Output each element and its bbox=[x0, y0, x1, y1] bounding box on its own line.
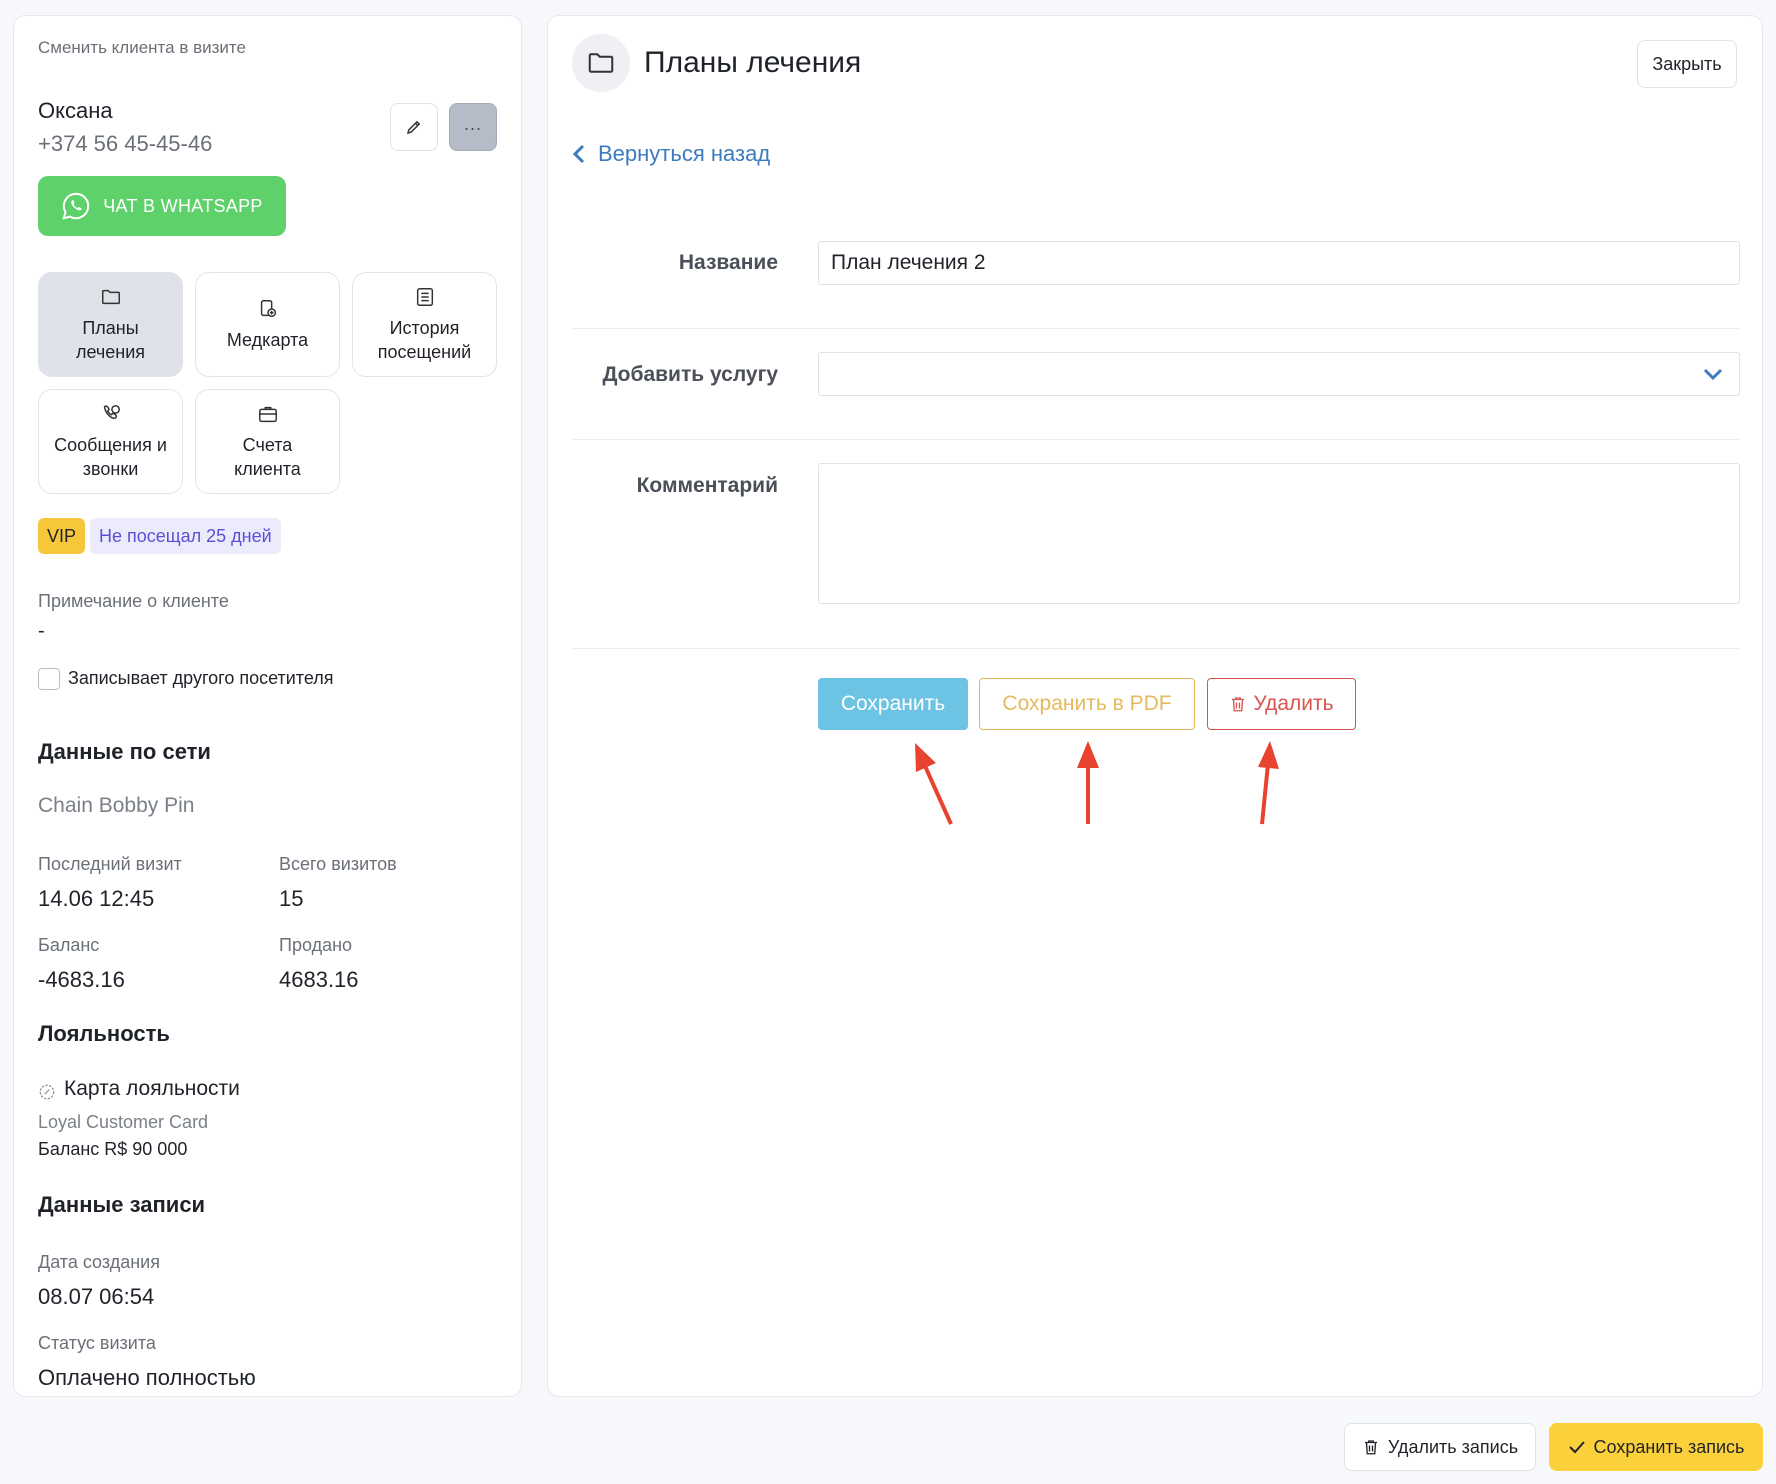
delete-record-button[interactable]: Удалить запись bbox=[1344, 1423, 1536, 1471]
network-title: Данные по сети bbox=[38, 739, 211, 764]
comment-label: Комментарий bbox=[636, 474, 778, 497]
tile-label: Счета клиента bbox=[234, 434, 301, 479]
created-label: Дата создания bbox=[38, 1252, 160, 1272]
last-visit-value: 14.06 12:45 bbox=[38, 886, 155, 911]
balance-value: -4683.16 bbox=[38, 967, 125, 992]
arrow-delete-icon bbox=[1258, 741, 1279, 825]
divider bbox=[572, 328, 1740, 329]
trash-icon bbox=[1232, 697, 1245, 712]
client-name: Оксана bbox=[38, 98, 113, 123]
annotation-arrows bbox=[915, 741, 1099, 825]
treatment-plan-panel: Планы лечения Закрыть Вернуться назад На… bbox=[547, 15, 1763, 1397]
ellipsis-icon: ... bbox=[463, 113, 482, 134]
checkmark-icon bbox=[1568, 1441, 1585, 1454]
vip-badge: VIP bbox=[38, 518, 86, 554]
save-button[interactable]: Сохранить bbox=[818, 678, 968, 730]
loyalty-title: Лояльность bbox=[38, 1021, 170, 1046]
sold-label: Продано bbox=[279, 935, 353, 955]
change-client-link[interactable]: Сменить клиента в визите bbox=[38, 38, 246, 57]
whatsapp-label: ЧАТ В WHATSAPP bbox=[103, 195, 263, 216]
arrow-save bbox=[923, 765, 953, 825]
more-options-button[interactable]: ... bbox=[449, 103, 497, 151]
loyalty-badge-icon bbox=[39, 1084, 55, 1100]
client-panel: Сменить клиента в визите Оксана +374 56 … bbox=[13, 15, 522, 1397]
loyalty-card-balance: Баланс R$ 90 000 bbox=[38, 1139, 188, 1159]
name-input[interactable]: План лечения 2 bbox=[818, 241, 1740, 285]
comment-textarea[interactable] bbox=[818, 463, 1740, 604]
total-visits-value: 15 bbox=[279, 886, 304, 911]
whatsapp-chat-button[interactable]: ЧАТ В WHATSAPP bbox=[38, 176, 286, 236]
delete-record-label: Удалить запись bbox=[1387, 1436, 1519, 1457]
tile-medcard[interactable]: Медкарта bbox=[195, 272, 340, 377]
client-phone: +374 56 45-45-46 bbox=[38, 131, 213, 156]
save-record-button[interactable]: Сохранить запись bbox=[1549, 1423, 1763, 1471]
folder-icon bbox=[588, 53, 614, 73]
tile-treatment-plans[interactable]: Планы лечения bbox=[38, 272, 183, 377]
briefcase-icon bbox=[258, 406, 277, 422]
other-visitor-label: Записывает другого посетителя bbox=[68, 668, 334, 688]
balance-label: Баланс bbox=[38, 935, 100, 955]
back-link[interactable]: Вернуться назад bbox=[572, 141, 770, 167]
sold-value: 4683.16 bbox=[279, 967, 359, 992]
tile-messages-calls[interactable]: Сообщения и звонки bbox=[38, 389, 183, 494]
client-note-label: Примечание о клиенте bbox=[38, 591, 229, 611]
tile-label: История посещений bbox=[377, 317, 472, 362]
divider bbox=[572, 439, 1740, 440]
visit-status-label: Статус визита bbox=[38, 1333, 156, 1353]
folder-icon bbox=[101, 289, 120, 304]
history-icon bbox=[416, 287, 433, 306]
header-icon-wrap bbox=[572, 34, 630, 92]
name-label: Название bbox=[678, 251, 778, 274]
visit-status-value: Оплачено полностью bbox=[38, 1365, 256, 1390]
service-select[interactable] bbox=[818, 352, 1740, 396]
save-pdf-button[interactable]: Сохранить в PDF bbox=[979, 678, 1195, 730]
medcard-icon bbox=[260, 299, 276, 317]
service-label: Добавить услугу bbox=[602, 363, 778, 386]
chevron-down-icon bbox=[1703, 368, 1723, 381]
divider bbox=[572, 648, 1740, 649]
whatsapp-icon bbox=[62, 192, 90, 220]
messages-calls-icon bbox=[103, 404, 120, 419]
tile-label: Медкарта bbox=[226, 329, 309, 350]
save-record-label: Сохранить запись bbox=[1593, 1436, 1745, 1457]
close-button[interactable]: Закрыть bbox=[1637, 40, 1737, 88]
chain-name: Chain Bobby Pin bbox=[38, 794, 195, 817]
tile-label: Планы лечения bbox=[75, 317, 146, 362]
created-value: 08.07 06:54 bbox=[38, 1284, 155, 1309]
record-title: Данные записи bbox=[38, 1192, 206, 1217]
pencil-icon bbox=[406, 120, 421, 135]
chevron-left-icon bbox=[572, 144, 585, 164]
loyalty-card-title: Карта лояльности bbox=[64, 1077, 240, 1100]
tile-client-invoices[interactable]: Счета клиента bbox=[195, 389, 340, 494]
edit-client-button[interactable] bbox=[390, 103, 438, 151]
client-note-value: - bbox=[38, 620, 45, 642]
loyalty-card-name: Loyal Customer Card bbox=[38, 1112, 209, 1132]
delete-label: Удалить bbox=[1253, 692, 1334, 715]
not-visited-badge: Не посещал 25 дней bbox=[90, 518, 281, 554]
tile-visit-history[interactable]: История посещений bbox=[352, 272, 497, 377]
trash-icon bbox=[1364, 1440, 1377, 1455]
other-visitor-checkbox[interactable] bbox=[38, 668, 60, 690]
back-link-label: Вернуться назад bbox=[598, 141, 771, 166]
total-visits-label: Всего визитов bbox=[279, 854, 397, 874]
page-title: Планы лечения bbox=[644, 46, 862, 79]
last-visit-label: Последний визит bbox=[38, 854, 182, 874]
delete-button[interactable]: Удалить bbox=[1207, 678, 1356, 730]
tile-label: Сообщения и звонки bbox=[54, 434, 167, 479]
